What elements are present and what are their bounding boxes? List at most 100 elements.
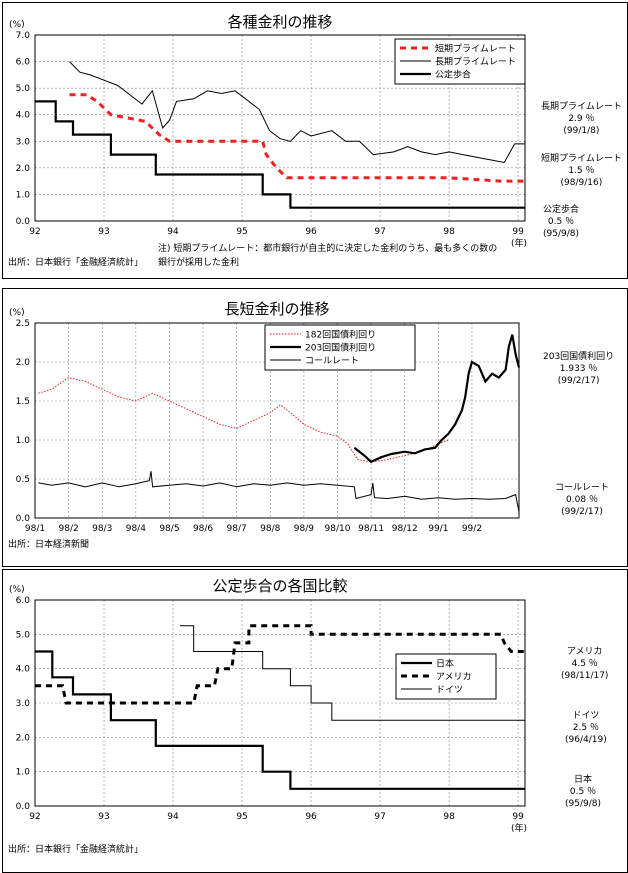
- side-note-value: 0.5 ％: [569, 787, 597, 797]
- x-tick-label: 97: [374, 812, 385, 822]
- y-tick-label: 4.0: [16, 665, 31, 675]
- x-tick-label: 98/10: [325, 524, 351, 534]
- legend-label: 短期プライムレート: [435, 43, 516, 55]
- y-axis-unit: (%): [9, 308, 25, 318]
- side-note-label: コールレート: [555, 483, 610, 493]
- side-note-discount-rate: 公定歩合 0.5 ％ (95/9/8): [543, 204, 579, 240]
- country-compare-chart: 公定歩合の各国比較 (%) 0.0 1.0 2.0 3.0 4.0 5.0 6.0 92 93 94 9…: [9, 577, 527, 834]
- side-note-label: 短期プライムレート: [541, 154, 622, 164]
- x-tick-label: 99: [512, 812, 524, 822]
- chart-panel-country-compare: 公定歩合の各国比較 (%) 0.0 1.0 2.0 3.0 4.0 5.0 6.0 92 93 94 9…: [2, 569, 628, 873]
- side-note-value: 4.5 ％: [571, 659, 598, 669]
- y-tick-label: 5.0: [16, 84, 31, 94]
- side-note-date: (98/9/16): [560, 178, 603, 188]
- y-tick-label: 2.0: [16, 358, 31, 368]
- side-note-call-rate: コールレート 0.08 ％ (99/2/17): [555, 482, 609, 518]
- chart-panel-long-short: 長短金利の推移 (%) 0.0 0.5 1.0 1.5 2.0 2.5 98/1 98/2 98/3…: [2, 288, 628, 567]
- series-line-1: [69, 93, 525, 183]
- x-tick-label: 98/4: [126, 524, 146, 534]
- x-tick-label: 95: [236, 227, 247, 237]
- y-tick-label: 2.5: [16, 319, 30, 329]
- chart-title: 公定歩合の各国比較: [212, 577, 347, 595]
- legend-label: 長期プライムレート: [435, 57, 516, 68]
- plot-area-border: [34, 322, 520, 519]
- x-tick-label: 92: [29, 227, 40, 237]
- x-tick-label: 98/7: [227, 524, 247, 534]
- y-tick-label: 2.0: [16, 733, 31, 743]
- x-tick-label: 98/2: [59, 524, 79, 534]
- legend-label: コールレート: [305, 357, 359, 367]
- y-tick-label: 2.0: [16, 164, 31, 174]
- y-tick-label: 6.0: [16, 58, 31, 68]
- x-tick-label: 98/8: [260, 524, 280, 534]
- side-note-label: アメリカ: [566, 647, 603, 657]
- long-short-chart: 長短金利の推移 (%) 0.0 0.5 1.0 1.5 2.0 2.5 98/1 98/2 98/3…: [9, 300, 521, 534]
- side-note-short-prime: 短期プライムレート 1.5 ％ (98/9/16): [541, 153, 622, 189]
- side-note-label: 203回国債利回り: [543, 352, 615, 362]
- x-tick-label: 98/5: [159, 524, 179, 534]
- x-axis-unit: (年): [511, 822, 527, 834]
- x-axis-unit: (年): [511, 237, 527, 249]
- series-line-3: [35, 100, 525, 209]
- series-line-3: [38, 471, 520, 512]
- chart-panel-rates: 各種金利の推移 (%) 0.0 1.0 2.0 3.0 4.0 5.0 6.0 7.0 92 93 94…: [2, 2, 628, 279]
- legend-label: 203回国債利回り: [305, 342, 376, 354]
- series-line-2: [353, 334, 521, 464]
- legend-label: 日本: [436, 658, 454, 670]
- chart-title: 各種金利の推移: [227, 13, 332, 31]
- x-tick-label: 93: [98, 812, 109, 822]
- side-note-date: (96/4/19): [565, 735, 607, 745]
- side-note-date: (98/11/17): [561, 671, 609, 681]
- x-tick-label: 98/3: [92, 524, 112, 534]
- side-note-date: (95/9/8): [543, 229, 579, 239]
- legend-label: 公定歩合: [435, 69, 471, 81]
- chart-note-line2: 銀行が採用した金利: [158, 258, 240, 268]
- legend-label: ドイツ: [436, 686, 463, 696]
- side-note-label: ドイツ: [572, 711, 600, 721]
- series-line-3: [179, 625, 525, 721]
- side-note-date: (99/2/17): [557, 376, 600, 386]
- y-tick-label: 3.0: [16, 137, 31, 147]
- x-tick-label: 98/11: [358, 524, 384, 534]
- x-tick-label: 96: [305, 812, 317, 822]
- plot-area-border: [34, 599, 526, 807]
- y-tick-label: 4.0: [16, 111, 31, 121]
- x-tick-label: 93: [98, 227, 109, 237]
- chart-source: 出所：日本銀行「金融経済統計」: [8, 258, 144, 268]
- y-tick-label: 0.0: [16, 802, 31, 812]
- x-tick-label: 95: [236, 812, 247, 822]
- y-tick-label: 5.0: [16, 630, 31, 640]
- legend-label: 182回国債利回り: [305, 329, 376, 341]
- side-note-japan: 日本 0.5 ％ (95/9/8): [565, 774, 601, 810]
- side-note-value: 2.9 ％: [568, 114, 595, 124]
- y-tick-label: 6.0: [16, 596, 31, 606]
- x-tick-label: 98/1: [25, 524, 45, 534]
- y-tick-label: 0.5: [16, 475, 30, 485]
- plot-area-border: [34, 34, 526, 222]
- side-note-long-prime: 長期プライムレート 2.9 ％ (99/1/8): [541, 101, 622, 137]
- side-note-value: 0.08 ％: [566, 495, 598, 505]
- x-tick-label: 99: [512, 227, 524, 237]
- y-tick-label: 7.0: [16, 31, 31, 41]
- y-tick-label: 0.0: [16, 514, 31, 524]
- x-tick-label: 94: [167, 227, 179, 237]
- y-tick-label: 1.0: [16, 190, 31, 200]
- side-note-usa: アメリカ 4.5 ％ (98/11/17): [561, 646, 608, 682]
- x-tick-label: 99/1: [428, 524, 448, 534]
- x-tick-label: 98/9: [294, 524, 314, 534]
- y-tick-label: 1.5: [16, 397, 30, 407]
- side-note-value: 0.5 ％: [547, 217, 575, 227]
- side-note-value: 1.933 ％: [559, 364, 598, 374]
- y-tick-label: 3.0: [16, 699, 31, 709]
- chart-note-line1: 注) 短期プライムレート：都市銀行が自主的に決定した金利のうち、最も多くの数の: [158, 244, 498, 254]
- side-note-value: 2.5 ％: [572, 723, 599, 733]
- side-note-date: (99/2/17): [561, 507, 603, 517]
- x-tick-label: 98/12: [392, 524, 418, 534]
- series-line-2: [35, 624, 525, 705]
- side-note-date: (99/1/8): [563, 126, 600, 136]
- x-tick-label: 96: [305, 227, 317, 237]
- y-axis-unit: (%): [9, 20, 25, 30]
- series-line-1: [35, 650, 525, 790]
- x-tick-label: 98: [443, 812, 455, 822]
- y-tick-label: 0.0: [16, 217, 31, 227]
